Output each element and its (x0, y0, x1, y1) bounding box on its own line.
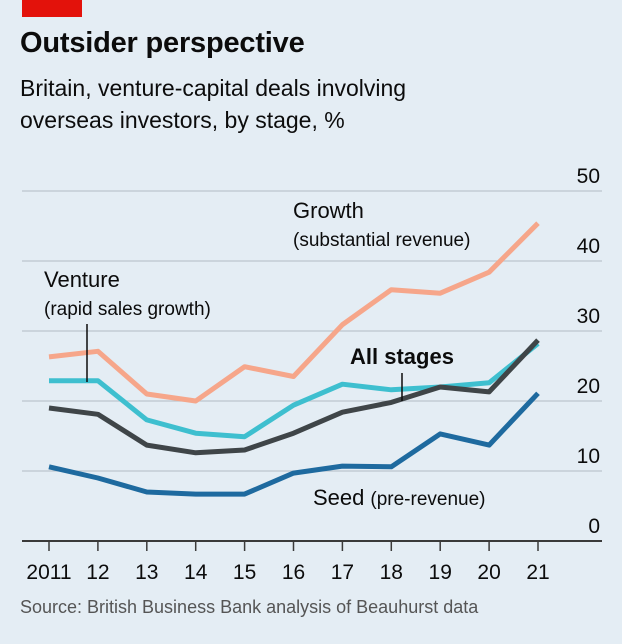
venture-label: Venture (44, 267, 120, 292)
seed-label: Seed (313, 485, 364, 510)
x-tick-label: 21 (526, 561, 549, 584)
subtitle-line-2: overseas investors, by stage, % (20, 107, 345, 133)
y-tick-label: 30 (577, 305, 600, 328)
series-annotations: Growth (substantial revenue) Venture (ra… (44, 198, 486, 510)
growth-note: (substantial revenue) (293, 230, 470, 251)
x-tick-label: 20 (477, 561, 500, 584)
x-tick-label: 2011 (26, 561, 71, 584)
x-tick-label: 14 (184, 561, 208, 584)
subtitle-line-1: Britain, venture-capital deals involving (20, 75, 407, 101)
chart-subtitle: Britain, venture-capital deals involving… (20, 72, 580, 136)
x-axis: 2011 12 13 14 15 16 17 18 19 20 21 (22, 540, 602, 584)
y-tick-label: 40 (577, 235, 600, 258)
growth-label: Growth (293, 198, 364, 223)
series-line-venture (49, 341, 540, 440)
x-tick-label: 13 (135, 561, 158, 584)
source-note: Source: British Business Bank analysis o… (20, 597, 479, 617)
x-tick-label: 17 (331, 561, 354, 584)
x-tick-label: 12 (86, 561, 109, 584)
x-tick-label: 18 (380, 561, 403, 584)
series-line-all-stages (48, 338, 540, 456)
seed-note: (pre-revenue) (370, 489, 485, 510)
y-tick-labels: 0 10 20 30 40 50 (577, 165, 600, 538)
y-tick-label: 10 (577, 445, 600, 468)
brand-tag (22, 0, 82, 17)
x-tick-label: 15 (233, 561, 256, 584)
x-tick-label: 19 (429, 561, 452, 584)
all-stages-label: All stages (350, 344, 454, 369)
seed-label-group: Seed (pre-revenue) (313, 485, 486, 510)
y-tick-label: 50 (577, 165, 600, 188)
series-lines (48, 221, 540, 497)
venture-note: (rapid sales growth) (44, 299, 211, 320)
x-tick-label: 16 (282, 561, 305, 584)
series-line-growth (48, 221, 540, 404)
chart-title: Outsider perspective (20, 27, 305, 59)
y-tick-label: 0 (588, 515, 600, 538)
y-tick-label: 20 (577, 375, 600, 398)
series-line-seed (48, 391, 540, 497)
